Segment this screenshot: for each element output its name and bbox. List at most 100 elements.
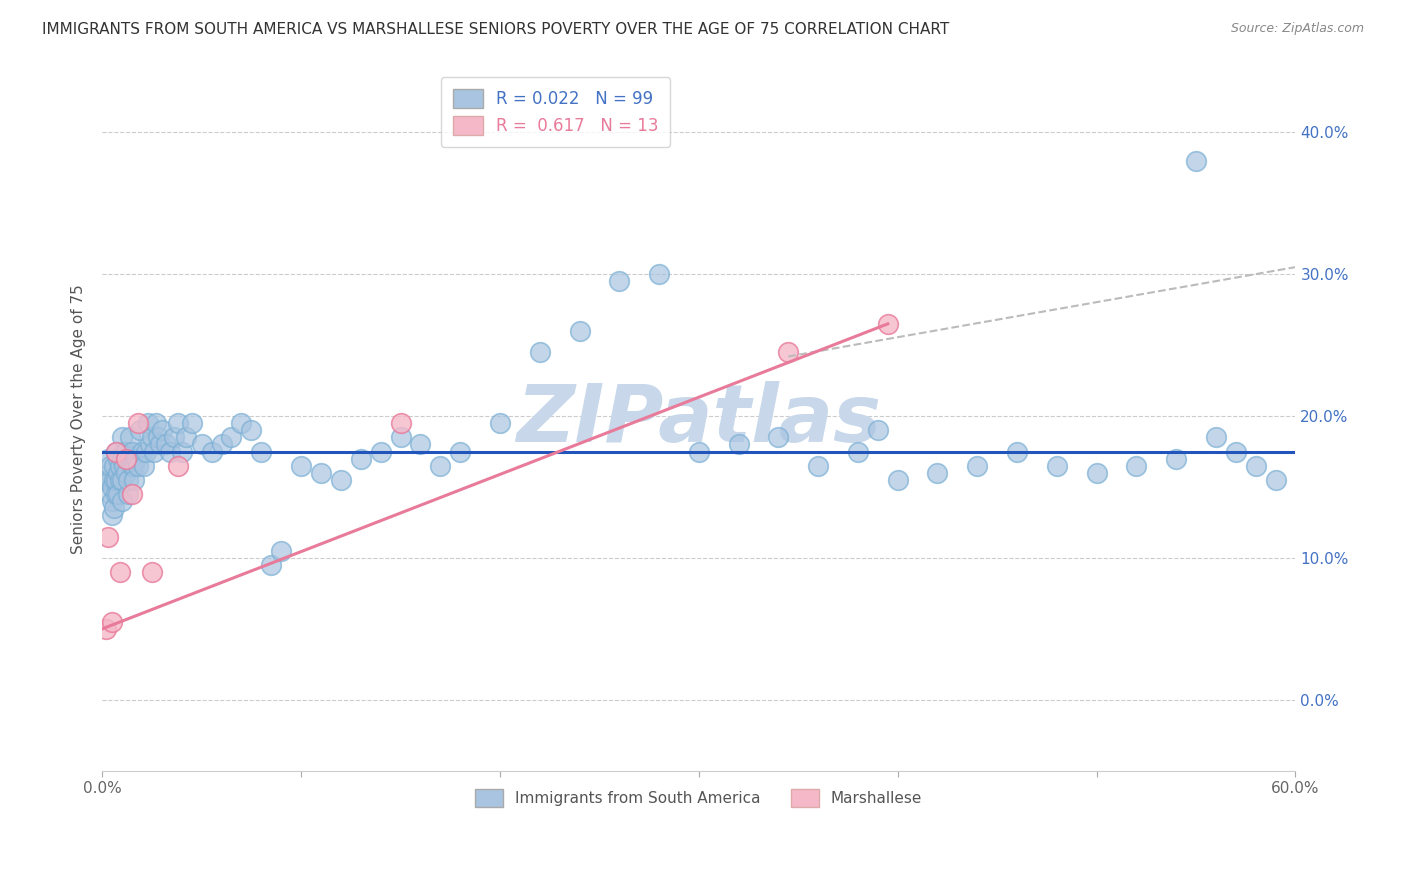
Point — [149, 437, 172, 451]
Point — [200, 444, 222, 458]
Point — [886, 473, 908, 487]
Point — [1185, 153, 1208, 168]
Point — [309, 466, 332, 480]
Point — [866, 423, 889, 437]
Point — [607, 274, 630, 288]
Point — [688, 444, 710, 458]
Point — [290, 458, 312, 473]
Point — [97, 466, 120, 480]
Point — [96, 622, 118, 636]
Point — [112, 444, 135, 458]
Point — [231, 416, 253, 430]
Point — [127, 458, 149, 473]
Point — [108, 473, 131, 487]
Point — [146, 430, 169, 444]
Point — [1264, 473, 1286, 487]
Point — [190, 437, 212, 451]
Point — [211, 437, 233, 451]
Point — [115, 444, 138, 458]
Point — [131, 444, 153, 458]
Point — [111, 451, 134, 466]
Point — [159, 444, 181, 458]
Point — [111, 430, 134, 444]
Point — [111, 473, 134, 487]
Point — [96, 473, 118, 487]
Point — [105, 444, 128, 458]
Point — [370, 444, 392, 458]
Point — [389, 430, 412, 444]
Point — [145, 416, 167, 430]
Point — [132, 458, 155, 473]
Point — [127, 416, 149, 430]
Point — [1244, 458, 1267, 473]
Point — [105, 487, 128, 501]
Y-axis label: Seniors Poverty Over the Age of 75: Seniors Poverty Over the Age of 75 — [72, 285, 86, 555]
Point — [240, 423, 263, 437]
Point — [350, 451, 373, 466]
Point — [489, 416, 512, 430]
Point — [409, 437, 432, 451]
Point — [389, 416, 412, 430]
Point — [1205, 430, 1227, 444]
Point — [568, 324, 591, 338]
Text: IMMIGRANTS FROM SOUTH AMERICA VS MARSHALLESE SENIORS POVERTY OVER THE AGE OF 75 : IMMIGRANTS FROM SOUTH AMERICA VS MARSHAL… — [42, 22, 949, 37]
Point — [107, 466, 129, 480]
Point — [122, 458, 145, 473]
Point — [250, 444, 273, 458]
Point — [927, 466, 949, 480]
Point — [1166, 451, 1188, 466]
Point — [329, 473, 352, 487]
Point — [121, 487, 143, 501]
Point — [122, 473, 145, 487]
Point — [117, 487, 139, 501]
Legend: Immigrants from South America, Marshallese: Immigrants from South America, Marshalle… — [467, 780, 931, 815]
Point — [105, 473, 128, 487]
Point — [101, 480, 124, 494]
Point — [1046, 458, 1069, 473]
Point — [648, 267, 671, 281]
Point — [1005, 444, 1028, 458]
Point — [97, 530, 120, 544]
Point — [101, 494, 124, 508]
Point — [135, 444, 157, 458]
Point — [807, 458, 830, 473]
Point — [98, 458, 121, 473]
Point — [139, 437, 162, 451]
Point — [136, 416, 159, 430]
Point — [260, 558, 283, 572]
Point — [98, 487, 121, 501]
Text: ZIPatlas: ZIPatlas — [516, 381, 882, 458]
Point — [103, 473, 125, 487]
Point — [121, 444, 143, 458]
Point — [117, 473, 139, 487]
Point — [141, 565, 163, 579]
Point — [150, 423, 173, 437]
Point — [108, 458, 131, 473]
Point — [121, 458, 143, 473]
Point — [115, 466, 138, 480]
Point — [101, 508, 124, 523]
Point — [118, 451, 141, 466]
Point — [103, 458, 125, 473]
Point — [125, 451, 148, 466]
Point — [1125, 458, 1147, 473]
Point — [107, 451, 129, 466]
Point — [155, 437, 177, 451]
Point — [180, 416, 202, 430]
Point — [778, 345, 800, 359]
Point — [221, 430, 243, 444]
Point — [115, 451, 138, 466]
Point — [97, 451, 120, 466]
Point — [107, 487, 129, 501]
Point — [876, 317, 898, 331]
Point — [108, 565, 131, 579]
Point — [270, 544, 292, 558]
Point — [1225, 444, 1247, 458]
Point — [449, 444, 471, 458]
Point — [111, 494, 134, 508]
Text: Source: ZipAtlas.com: Source: ZipAtlas.com — [1230, 22, 1364, 36]
Point — [429, 458, 451, 473]
Point — [170, 444, 193, 458]
Point — [98, 473, 121, 487]
Point — [846, 444, 869, 458]
